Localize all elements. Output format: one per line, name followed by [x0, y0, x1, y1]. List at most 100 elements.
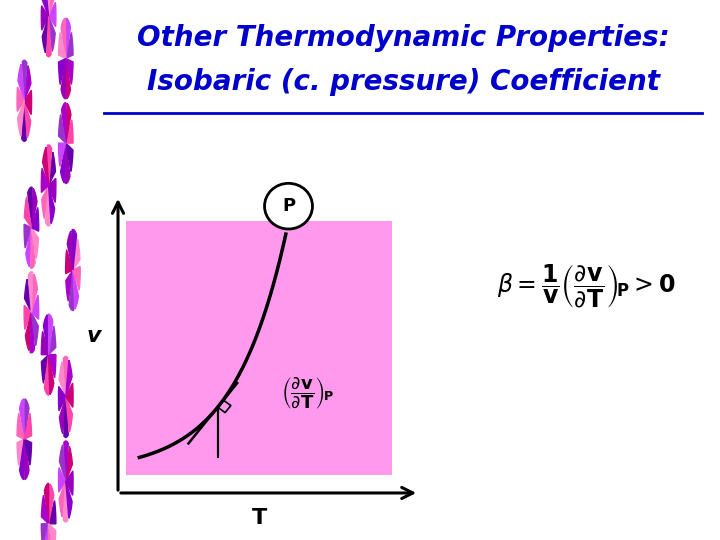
Wedge shape — [61, 58, 66, 99]
Wedge shape — [43, 315, 49, 355]
Wedge shape — [66, 103, 71, 143]
Wedge shape — [64, 397, 68, 437]
Wedge shape — [49, 2, 56, 26]
Wedge shape — [66, 249, 73, 274]
Wedge shape — [45, 185, 50, 226]
Wedge shape — [63, 356, 68, 397]
Wedge shape — [24, 413, 32, 439]
Wedge shape — [66, 58, 73, 85]
Wedge shape — [49, 0, 55, 16]
Wedge shape — [43, 524, 49, 540]
Wedge shape — [66, 143, 70, 184]
Wedge shape — [64, 441, 68, 482]
Wedge shape — [49, 355, 54, 395]
Wedge shape — [59, 482, 66, 517]
Text: P: P — [282, 197, 295, 215]
Wedge shape — [58, 114, 66, 143]
Wedge shape — [24, 439, 32, 465]
Wedge shape — [58, 32, 66, 58]
Wedge shape — [25, 312, 32, 350]
Wedge shape — [24, 279, 32, 312]
Wedge shape — [32, 188, 37, 228]
Wedge shape — [66, 397, 73, 432]
Wedge shape — [62, 103, 66, 143]
Wedge shape — [58, 468, 66, 492]
Wedge shape — [42, 355, 49, 383]
Wedge shape — [42, 147, 48, 185]
Wedge shape — [24, 66, 31, 101]
Text: T: T — [251, 508, 267, 528]
Wedge shape — [49, 524, 53, 540]
Wedge shape — [42, 16, 49, 53]
Wedge shape — [63, 482, 68, 522]
Wedge shape — [41, 6, 49, 30]
Wedge shape — [32, 312, 38, 346]
Wedge shape — [72, 230, 76, 270]
Wedge shape — [17, 87, 24, 111]
Wedge shape — [60, 397, 66, 434]
Wedge shape — [24, 399, 29, 439]
Wedge shape — [46, 0, 50, 16]
Wedge shape — [24, 224, 32, 248]
Wedge shape — [22, 60, 27, 101]
Wedge shape — [45, 355, 49, 395]
Wedge shape — [24, 305, 32, 329]
Wedge shape — [66, 482, 72, 518]
Wedge shape — [49, 501, 56, 524]
Wedge shape — [42, 0, 49, 16]
Wedge shape — [73, 270, 78, 309]
Wedge shape — [66, 447, 73, 482]
Text: Isobaric (c. pressure) Coefficient: Isobaric (c. pressure) Coefficient — [147, 68, 660, 96]
Wedge shape — [19, 439, 24, 480]
Wedge shape — [19, 399, 24, 439]
Wedge shape — [66, 58, 71, 99]
Wedge shape — [18, 64, 24, 101]
Wedge shape — [42, 495, 49, 524]
Wedge shape — [66, 32, 73, 58]
Wedge shape — [66, 120, 73, 143]
Text: $\beta = \dfrac{\mathbf{1}}{\mathbf{v}}\left(\dfrac{\partial \mathbf{v}}{\partia: $\beta = \dfrac{\mathbf{1}}{\mathbf{v}}\… — [498, 262, 676, 310]
Wedge shape — [61, 18, 66, 58]
Wedge shape — [49, 326, 55, 355]
Wedge shape — [66, 471, 73, 495]
Wedge shape — [26, 228, 32, 267]
Wedge shape — [32, 228, 38, 259]
Wedge shape — [49, 355, 56, 378]
Wedge shape — [24, 90, 32, 114]
Wedge shape — [47, 16, 51, 57]
Wedge shape — [48, 152, 55, 185]
Wedge shape — [24, 439, 29, 480]
Wedge shape — [42, 185, 48, 219]
Wedge shape — [66, 360, 72, 397]
Wedge shape — [45, 483, 49, 524]
Wedge shape — [28, 272, 32, 312]
Wedge shape — [58, 143, 66, 166]
Wedge shape — [66, 143, 73, 172]
Wedge shape — [32, 295, 39, 319]
Text: v: v — [87, 326, 102, 346]
Wedge shape — [24, 197, 32, 228]
Wedge shape — [31, 228, 35, 268]
Wedge shape — [49, 524, 55, 540]
Wedge shape — [49, 16, 55, 51]
Text: $\left(\dfrac{\partial \mathbf{v}}{\partial \mathbf{T}}\right)_{\!\mathbf{P}}$: $\left(\dfrac{\partial \mathbf{v}}{\part… — [281, 376, 333, 412]
Wedge shape — [41, 168, 48, 192]
Wedge shape — [48, 145, 52, 185]
Wedge shape — [30, 312, 35, 353]
Wedge shape — [48, 185, 55, 224]
Wedge shape — [48, 314, 53, 355]
Wedge shape — [24, 101, 31, 138]
Wedge shape — [59, 362, 66, 397]
Wedge shape — [32, 274, 37, 312]
Wedge shape — [66, 270, 73, 301]
Wedge shape — [41, 524, 49, 540]
Wedge shape — [69, 270, 73, 310]
Wedge shape — [60, 143, 66, 183]
Wedge shape — [58, 387, 66, 411]
Wedge shape — [17, 439, 24, 465]
Text: Other Thermodynamic Properties:: Other Thermodynamic Properties: — [137, 24, 670, 52]
Wedge shape — [66, 383, 73, 407]
Wedge shape — [66, 18, 71, 58]
Circle shape — [264, 184, 312, 229]
Wedge shape — [73, 239, 80, 270]
